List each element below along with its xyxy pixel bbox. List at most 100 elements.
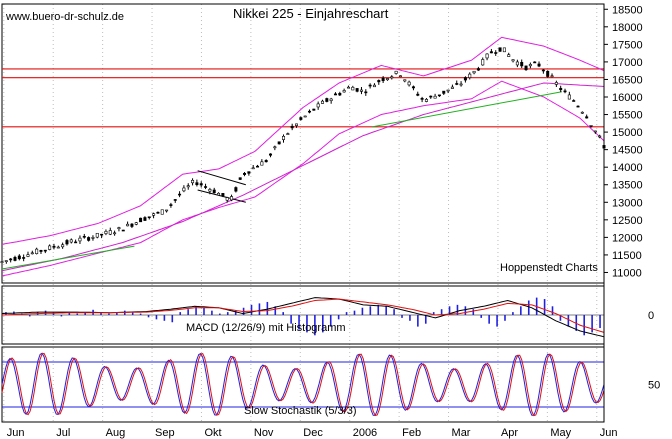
candle-body [312,108,316,111]
price-tick-label: 18000 [612,22,643,34]
candle-body [234,187,238,192]
candle-body [433,95,437,99]
candle-body [528,64,532,67]
price-tick-label: 12500 [612,215,643,227]
macd-signal-line [1,298,605,333]
candle-body [48,245,52,250]
candle-body [43,249,47,252]
candle-body [195,182,199,186]
candle-body [299,117,303,120]
macd-label: MACD (12/26/9) mit Histogramm [186,322,346,334]
candle-body [165,209,169,212]
candle-body [333,93,337,96]
price-tick-label: 14000 [612,162,643,174]
candle-body [147,216,151,219]
candle-body [472,70,476,74]
price-tick-label: 15000 [612,127,643,139]
candle-body [463,77,467,81]
x-tick-label: 2006 [353,427,377,439]
trend-line [1,245,135,270]
candle-body [17,255,21,260]
candle-body [26,254,30,257]
moving-average-line [1,82,605,272]
candle-body [212,189,216,194]
candle-body [437,94,441,97]
candle-body [572,100,576,102]
candle-body [238,177,242,180]
candle-body [459,83,463,86]
candle-body [78,237,82,242]
candle-body [429,95,433,98]
candle-body [502,47,506,53]
candle-body [69,239,73,243]
candle-body [424,99,428,102]
candle-body [381,77,385,82]
candle-body [256,165,260,168]
candle-body [61,244,65,248]
candle-body [217,192,221,196]
candle-body [277,141,281,145]
x-tick-label: Jul [56,427,70,439]
candle-body [56,246,60,249]
candle-body [251,167,255,170]
candle-body [455,83,459,85]
price-tick-label: 16000 [612,92,643,104]
price-panel-frame [1,3,605,284]
candle-body [377,80,381,83]
candle-body [290,125,294,129]
candle-body [65,240,69,245]
candle-body [269,153,273,156]
candle-body [524,65,528,71]
x-tick-label: Apr [501,427,518,439]
x-tick-label: Feb [402,427,421,439]
stochastic-k-line [1,352,605,416]
candle-body [515,61,519,66]
candle-body [307,110,311,113]
candle-body [598,135,602,138]
macd-tick-label: 0 [648,310,654,322]
candle-body [260,161,264,166]
candle-body [498,47,502,52]
candle-body [476,68,480,71]
candle-body [178,193,182,196]
candle-body [152,213,156,216]
candle-body [533,61,537,64]
candle-body [100,233,104,236]
price-tick-label: 13500 [612,180,643,192]
candle-body [22,257,26,259]
candle-body [225,197,229,201]
candle-body [325,98,329,102]
candle-body [173,199,177,201]
price-tick-label: 13000 [612,197,643,209]
candle-body [407,81,411,86]
candle-body [385,78,389,81]
candle-body [489,51,493,54]
candle-body [126,223,130,227]
candle-body [191,179,195,184]
candle-body [346,86,350,89]
candle-body [186,185,190,188]
candle-body [507,54,511,57]
candle-body [282,135,286,140]
candle-body [156,211,160,214]
candle-body [593,130,597,133]
x-tick-label: Okt [204,427,221,439]
candle-body [450,86,454,89]
candle-body [446,89,450,92]
candle-body [143,217,147,221]
candle-body [403,79,407,82]
candle-body [550,75,554,78]
candle-body [372,84,376,88]
candle-body [104,231,108,234]
x-tick-label: Dec [303,427,323,439]
price-tick-label: 11500 [612,250,642,262]
candle-body [342,90,346,93]
candle-body [0,261,4,263]
candle-body [546,70,550,77]
candle-body [585,116,589,119]
candle-body [121,229,125,232]
candle-body [589,125,593,127]
candle-body [9,258,13,261]
candle-body [316,103,320,108]
